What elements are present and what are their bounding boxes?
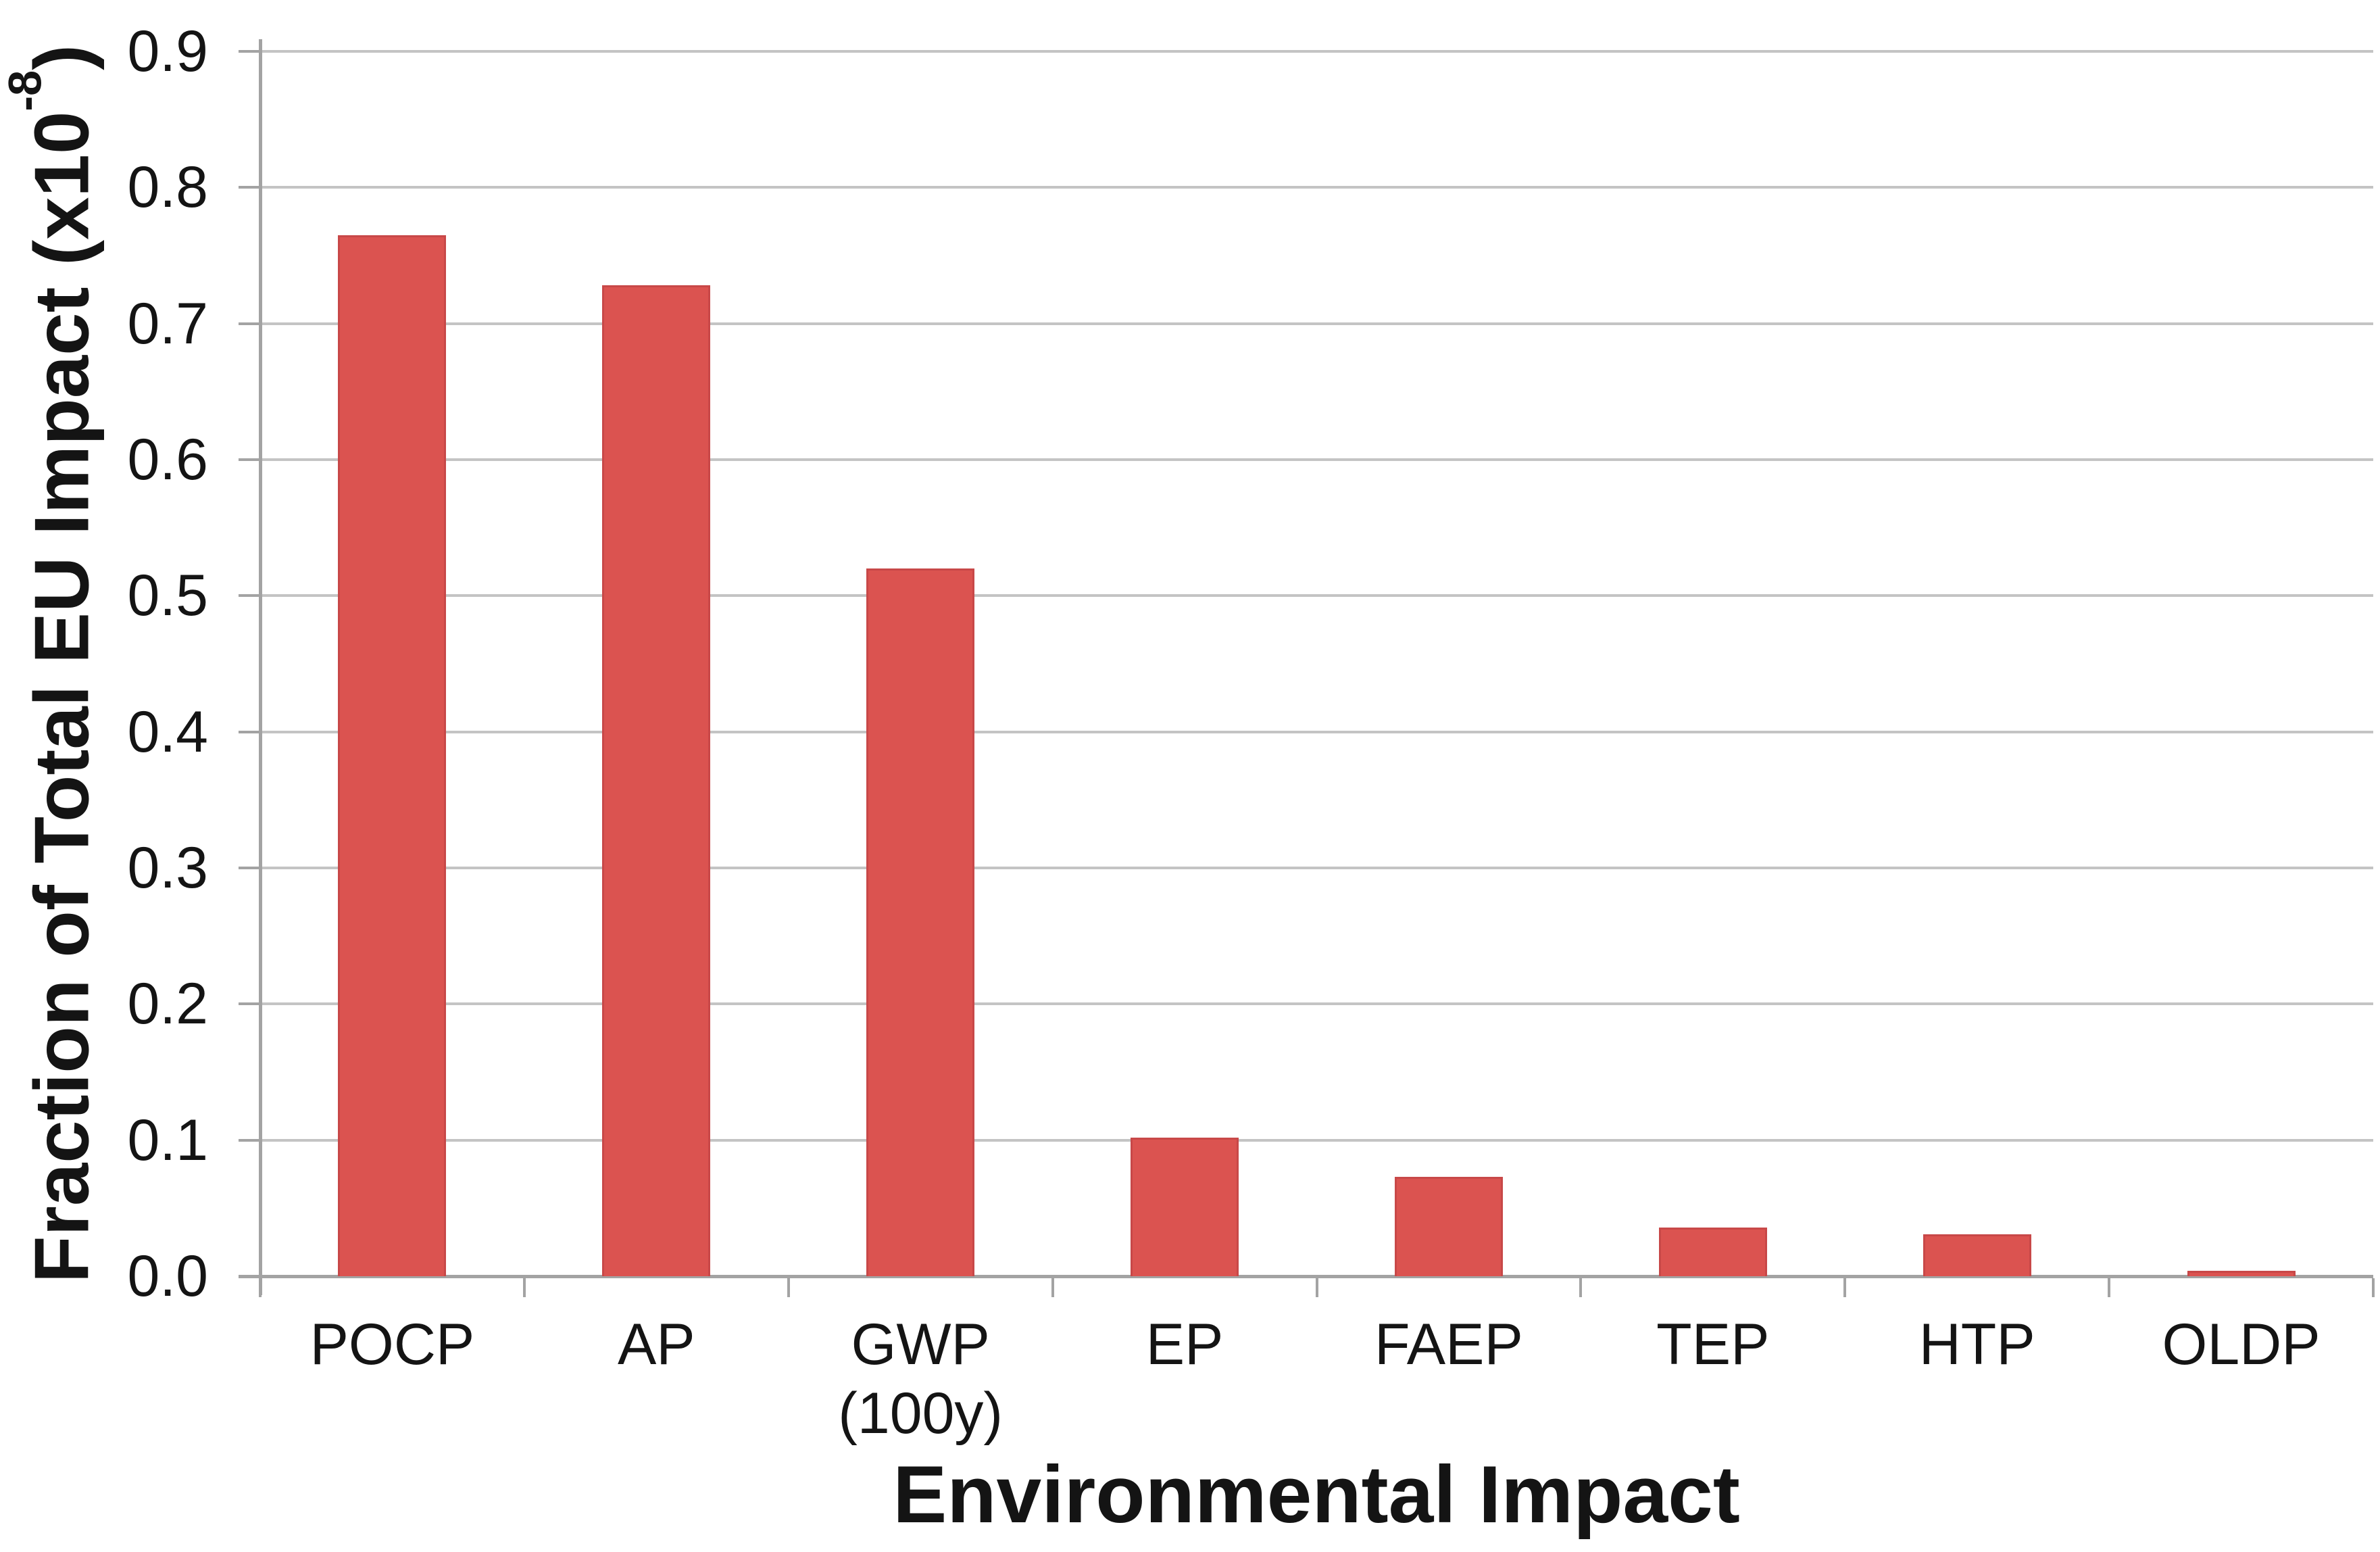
bar [1923, 1234, 2031, 1276]
x-tick [1051, 1278, 1054, 1297]
y-tick-label: 0.4 [127, 699, 208, 765]
y-tick-label: 0.6 [127, 427, 208, 492]
category-label: EP [1053, 1310, 1316, 1379]
gridline [260, 50, 2373, 53]
y-axis-line [259, 39, 262, 1295]
bar [602, 285, 711, 1276]
y-axis-title-text: Fraction of Total EU Impact (x10 [19, 111, 105, 1284]
bar [2187, 1270, 2296, 1276]
y-tick [239, 50, 260, 53]
y-tick [239, 322, 260, 325]
x-tick [1843, 1278, 1847, 1297]
category-label: FAEP [1317, 1310, 1581, 1379]
y-tick-label: 0.5 [127, 563, 208, 629]
category-label: TEP [1581, 1310, 1845, 1379]
category-label: HTP [1845, 1310, 2109, 1379]
x-tick [1579, 1278, 1583, 1297]
bar [1658, 1227, 1767, 1276]
y-axis-title: Fraction of Total EU Impact (x10-8) [0, 44, 107, 1284]
gridline [260, 322, 2373, 325]
y-tick [239, 867, 260, 869]
x-axis-title: Environmental Impact [893, 1449, 1740, 1540]
gridline [260, 458, 2373, 461]
gridline [260, 186, 2373, 189]
category-label: POCP [260, 1310, 524, 1379]
y-tick-label: 0.3 [127, 835, 208, 900]
y-tick [239, 458, 260, 461]
bar [866, 568, 975, 1276]
y-tick [239, 1002, 260, 1006]
y-tick-label: 0.1 [127, 1107, 208, 1173]
y-tick-label: 0.8 [127, 155, 208, 220]
x-axis-line [239, 1275, 2373, 1278]
bar [338, 235, 447, 1276]
y-axis-title-superscript: -8 [0, 70, 51, 112]
category-label-text: FAEP [1374, 1312, 1523, 1377]
x-tick [259, 1278, 262, 1297]
gridline [260, 594, 2373, 598]
category-label-text: POCP [309, 1312, 475, 1377]
category-label-text: HTP [1918, 1312, 2035, 1377]
y-tick [239, 186, 260, 189]
gridline [260, 867, 2373, 869]
category-label-text: GWP [851, 1312, 990, 1377]
category-label-text: EP [1145, 1312, 1224, 1377]
x-tick [2108, 1278, 2111, 1297]
y-tick-label: 0.7 [127, 291, 208, 356]
category-sublabel-text: (100y) [838, 1381, 1003, 1446]
gridline [260, 730, 2373, 733]
x-tick [1315, 1278, 1318, 1297]
y-axis-title-suffix: ) [19, 44, 105, 70]
x-tick [522, 1278, 526, 1297]
category-label: OLDP [2110, 1310, 2373, 1379]
y-tick-label: 0.0 [127, 1244, 208, 1309]
category-label-text: OLDP [2162, 1312, 2321, 1377]
category-label: AP [524, 1310, 788, 1379]
gridline [260, 1138, 2373, 1142]
y-tick [239, 730, 260, 733]
y-tick-label: 0.9 [127, 19, 208, 84]
category-label-text: AP [617, 1312, 695, 1377]
x-tick [787, 1278, 790, 1297]
category-label: GWP (100y) [789, 1310, 1052, 1448]
y-tick [239, 594, 260, 598]
y-tick-label: 0.2 [127, 971, 208, 1037]
bar [1394, 1177, 1503, 1276]
x-tick [2372, 1278, 2375, 1297]
y-tick [239, 1138, 260, 1142]
bar [1131, 1137, 1239, 1276]
gridline [260, 1002, 2373, 1006]
category-label-text: TEP [1656, 1312, 1770, 1377]
